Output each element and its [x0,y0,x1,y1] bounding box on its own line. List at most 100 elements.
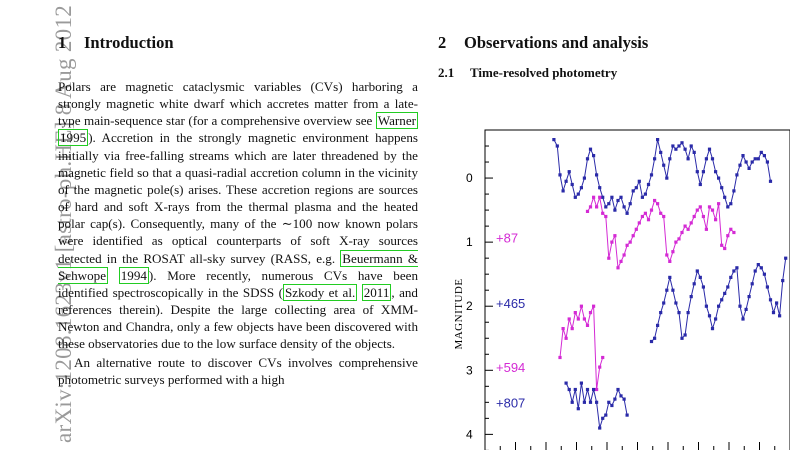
data-point [607,256,611,260]
data-point [771,311,776,315]
data-point [665,253,669,257]
data-point [558,173,562,177]
data-point [619,394,623,398]
data-point [686,157,690,161]
data-point [720,186,724,190]
paragraph-text: , and references therein). Despite the l… [58,284,418,352]
data-point [582,317,586,321]
data-point [601,211,605,215]
data-point [717,176,721,180]
data-point [683,224,687,228]
data-point [750,282,754,286]
data-point [689,144,693,148]
data-point [665,288,669,292]
data-point [747,295,751,299]
data-point [567,317,571,321]
data-point [616,266,620,270]
data-point [671,288,675,292]
data-point [595,387,599,392]
data-point [610,195,614,199]
data-point [607,202,611,206]
data-point [659,150,663,154]
citation-link[interactable]: 2011 [361,283,392,301]
data-point [558,355,562,360]
citation-link[interactable]: Beuermann & Schwope [58,249,419,284]
data-point [585,323,590,327]
data-point [616,198,620,203]
citation-link[interactable]: Warner [375,112,418,130]
data-point [613,208,617,212]
data-point [738,304,742,308]
plot-frame [484,129,790,450]
light-curve-figure: MAGNITUDE 0 1 2 3 4 +87 +465 +594 +807 [453,129,790,450]
data-point [723,246,727,251]
data-point [662,163,666,167]
citation-link[interactable]: Szkody et al. [282,283,358,301]
data-point [765,160,769,164]
data-point [756,263,760,267]
data-point [604,214,608,219]
citation-link[interactable]: 1995 [58,129,89,147]
data-point [619,259,623,263]
data-point [756,157,760,161]
data-point [585,209,590,213]
data-point [695,269,699,273]
series-offset-87 [585,195,736,270]
subsection-heading-photometry: 2.1 Time-resolved photometry [438,64,788,82]
data-point [564,179,568,183]
citation-link[interactable]: 1994 [118,266,149,284]
data-point [573,195,577,199]
data-point [671,250,675,254]
data-point [674,240,678,244]
data-point [588,400,593,404]
data-point [567,387,571,392]
data-point [753,157,757,161]
data-point [677,237,681,241]
data-point [643,192,647,196]
data-point [592,154,596,158]
data-point [570,327,574,331]
data-point [698,182,702,187]
series-offset-807 [564,381,629,430]
data-point [631,234,635,238]
data-point [692,150,696,154]
data-point [732,189,736,193]
data-point [692,214,696,219]
series-offset-594 [558,304,605,392]
data-point [753,269,757,273]
data-point [689,295,693,299]
data-point [698,275,702,279]
data-point [726,234,730,238]
data-point [704,227,708,231]
data-point [662,301,666,305]
data-point [729,202,733,206]
data-point [640,214,644,219]
data-point [653,198,657,203]
data-point [717,202,721,206]
data-point [555,144,559,148]
data-point [598,186,602,190]
data-point [601,195,605,199]
data-point [649,339,654,344]
data-point [701,285,705,289]
series-line [559,305,604,390]
data-point [579,186,583,190]
data-point [668,259,672,263]
data-point [781,279,785,283]
data-point [659,211,663,215]
data-point [653,336,657,340]
data-point [784,256,788,260]
data-point [595,205,599,209]
data-point [628,202,632,206]
data-point [720,298,724,302]
left-column: 1 Introduction Polars are magnetic catacl… [58,30,419,388]
data-point [601,416,605,420]
offset-label: +807 [496,395,525,410]
data-point [646,182,651,187]
subsection-number: 2.1 [438,65,455,80]
data-point [759,266,763,270]
series-original [552,138,773,215]
data-point [735,173,739,177]
paragraph-text: Polars are magnetic cataclysmic variable… [58,79,418,129]
data-point [738,163,742,167]
